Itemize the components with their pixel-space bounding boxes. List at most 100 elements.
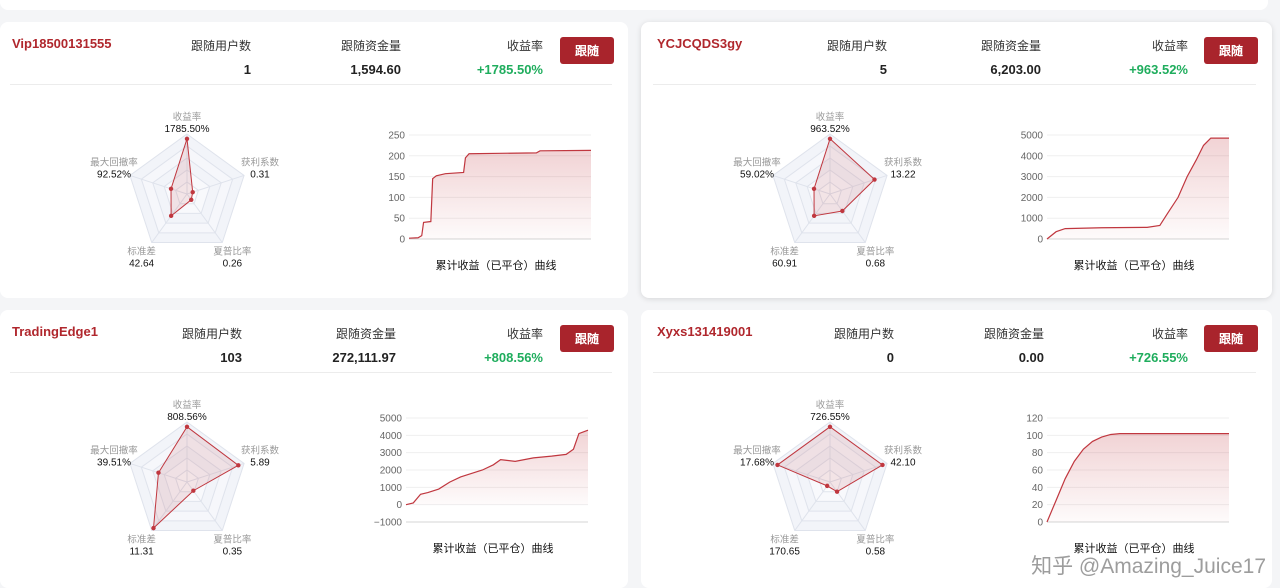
card-divider xyxy=(10,372,612,373)
return-value: +726.55% xyxy=(1129,350,1188,365)
radar-axis-value: 963.52% xyxy=(810,124,850,135)
radar-axis xyxy=(829,462,888,483)
return-stat: 收益率 +963.52% xyxy=(1129,37,1188,77)
y-tick-label: 2000 xyxy=(1021,193,1044,204)
curve-area xyxy=(406,430,588,505)
radar-axis-label: 收益率 xyxy=(173,399,202,411)
radar-data-point xyxy=(880,462,885,468)
y-tick-label: 250 xyxy=(388,131,405,142)
y-tick-label: 5000 xyxy=(1021,131,1044,142)
radar-axis-label: 标准差 xyxy=(770,246,799,258)
funds-value: 272,111.97 xyxy=(332,350,396,365)
radar-axis-value: 17.68% xyxy=(740,457,774,468)
follow-button[interactable]: 跟随 xyxy=(1204,325,1258,352)
y-tick-label: 50 xyxy=(394,214,406,225)
trader-name[interactable]: YCJCQDS3gy xyxy=(657,36,743,51)
radar-data-point xyxy=(827,136,833,141)
radar-axis-label: 收益率 xyxy=(173,111,202,123)
radar-axis-label: 获利系数 xyxy=(884,444,923,456)
radar-data-point xyxy=(190,189,195,195)
funds-stat: 跟随资金量 6,203.00 xyxy=(981,37,1041,77)
radar-axis xyxy=(772,174,831,195)
radar-axis-value: 59.02% xyxy=(740,169,774,180)
followers-label: 跟随用户数 xyxy=(826,39,887,53)
radar-axis xyxy=(151,193,188,243)
followers-stat: 跟随用户数 5 xyxy=(827,37,887,77)
radar-axis xyxy=(151,481,188,531)
radar-axis-value: 11.31 xyxy=(129,547,154,558)
radar-data-point xyxy=(189,197,194,203)
radar-axis xyxy=(794,193,831,243)
radar-axis-label: 收益率 xyxy=(816,399,845,411)
cumulative-return-chart: 5000 4000 3000 2000 1000 0 −1000 累计收益（已平仓）曲线 xyxy=(374,414,589,555)
chart-title: 累计收益（已平仓）曲线 xyxy=(1074,258,1195,272)
radar-data-point xyxy=(156,470,161,475)
cumulative-return-chart: 250 200 150 100 50 0 累计收益（已平仓）曲线 xyxy=(388,131,592,272)
y-tick-label: 1000 xyxy=(1021,214,1044,225)
curve-line xyxy=(408,149,592,239)
return-label: 收益率 xyxy=(506,327,543,341)
radar-data-point xyxy=(827,424,833,429)
radar-axis xyxy=(829,193,866,243)
followers-stat: 跟随用户数 0 xyxy=(834,325,894,365)
follow-button[interactable]: 跟随 xyxy=(560,37,614,64)
radar-data-area xyxy=(813,137,876,217)
y-tick-label: 150 xyxy=(388,172,405,183)
radar-data-point xyxy=(236,463,241,468)
radar-axis-label: 夏普比率 xyxy=(213,246,252,258)
y-tick-label: 200 xyxy=(388,151,405,162)
funds-label: 跟随资金量 xyxy=(980,39,1041,53)
funds-stat: 跟随资金量 272,111.97 xyxy=(332,325,396,365)
radar-data-point xyxy=(151,525,156,531)
funds-stat: 跟随资金量 1,594.60 xyxy=(341,37,401,77)
chart-title: 累计收益（已平仓）曲线 xyxy=(1074,541,1195,555)
radar-axis-value: 60.91 xyxy=(772,259,797,270)
radar-data-area xyxy=(170,138,194,217)
radar-axis xyxy=(186,193,223,243)
trader-name[interactable]: Vip18500131555 xyxy=(12,36,112,51)
radar-axis xyxy=(829,174,888,195)
follow-button[interactable]: 跟随 xyxy=(560,325,614,352)
radar-data-point xyxy=(191,488,196,493)
trader-name[interactable]: TradingEdge1 xyxy=(12,324,98,339)
curve-area xyxy=(409,150,591,239)
y-tick-label: 2000 xyxy=(380,466,403,477)
radar-axis-label: 标准差 xyxy=(127,534,156,546)
trader-card: Xyxs131419001 跟随用户数 0 跟随资金量 0.00 收益率 +72… xyxy=(641,310,1272,588)
return-label: 收益率 xyxy=(1151,327,1188,341)
radar-data-point xyxy=(811,213,817,219)
follow-button[interactable]: 跟随 xyxy=(1204,37,1258,64)
y-tick-label: 100 xyxy=(1026,431,1043,442)
radar-data-point xyxy=(168,213,174,219)
radar-axis-value: 0.35 xyxy=(223,547,243,558)
radar-axis xyxy=(186,462,245,483)
return-label: 收益率 xyxy=(1151,39,1188,53)
radar-axis xyxy=(794,481,831,531)
radar-axis-value: 1785.50% xyxy=(164,124,209,135)
radar-axis-value: 170.65 xyxy=(769,547,800,558)
y-tick-label: 0 xyxy=(399,235,405,246)
y-tick-label: 4000 xyxy=(380,431,403,442)
curve-line xyxy=(405,429,589,506)
radar-data-point xyxy=(184,424,190,429)
radar-axis-value: 42.64 xyxy=(129,259,154,270)
radar-data-point xyxy=(840,208,845,214)
radar-axis-label: 标准差 xyxy=(127,246,156,258)
y-tick-label: 1000 xyxy=(380,483,403,494)
return-label: 收益率 xyxy=(506,39,543,53)
followers-label: 跟随用户数 xyxy=(181,327,242,341)
radar-axis-label: 获利系数 xyxy=(241,444,280,456)
funds-label: 跟随资金量 xyxy=(340,39,401,53)
funds-value: 6,203.00 xyxy=(990,62,1041,77)
trader-name[interactable]: Xyxs131419001 xyxy=(657,324,753,339)
followers-value: 0 xyxy=(886,350,894,365)
curve-line xyxy=(1046,433,1229,523)
card-divider xyxy=(10,84,612,85)
y-tick-label: 3000 xyxy=(1021,172,1044,183)
return-value: +963.52% xyxy=(1129,62,1188,77)
radar-axis-label: 最大回撤率 xyxy=(733,156,781,168)
followers-label: 跟随用户数 xyxy=(190,39,251,53)
return-stat: 收益率 +808.56% xyxy=(484,325,543,365)
